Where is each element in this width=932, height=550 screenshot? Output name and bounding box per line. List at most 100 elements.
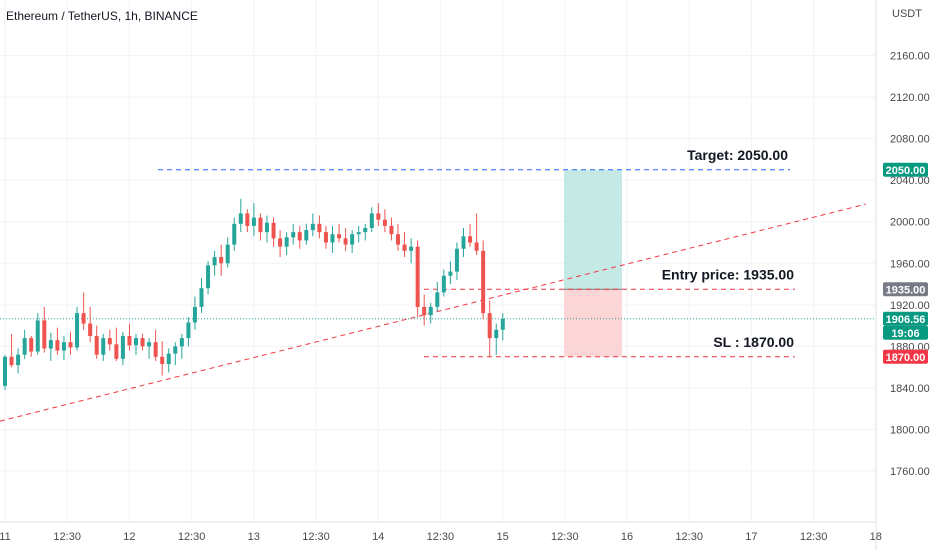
candle-body <box>278 238 283 247</box>
candle-body <box>75 313 80 348</box>
candle-body <box>382 219 387 226</box>
candle-body <box>199 288 204 307</box>
trendline <box>0 203 867 422</box>
countdown-badge: 19:06 <box>891 328 919 340</box>
candle-body <box>206 265 211 289</box>
candle-body <box>343 238 348 245</box>
time-axis[interactable]: 11 12:30 12 12:30 13 12:30 14 12:30 15 12:30 16 12:… <box>0 531 882 543</box>
y-tick-label: 1840.00 <box>890 383 930 395</box>
x-tick-label: 18 <box>870 531 882 543</box>
candle-body <box>258 217 263 233</box>
candle-body <box>147 342 152 347</box>
loss-zone <box>564 289 622 357</box>
x-tick-label: 12:30 <box>551 531 579 543</box>
candle-body <box>134 338 138 346</box>
x-tick-label: 12:30 <box>427 531 455 543</box>
candle-body <box>140 338 145 347</box>
candle-body <box>245 213 250 226</box>
candle-body <box>16 354 21 366</box>
y-tick-label: 2000.00 <box>890 217 930 229</box>
candle-body <box>363 227 368 233</box>
candle-body <box>376 213 381 220</box>
candle-body <box>350 234 355 245</box>
candle-body <box>166 353 171 365</box>
candle-body <box>192 306 197 323</box>
candle-body <box>468 236 473 243</box>
candle-body <box>35 320 40 352</box>
target-badge-bg <box>883 162 928 177</box>
currency-label[interactable]: USDT <box>892 8 922 20</box>
candle-body <box>219 257 224 264</box>
current-price-badge: 1906.56 <box>886 314 926 326</box>
x-tick-label: 12 <box>123 531 135 543</box>
candle-body <box>481 250 486 314</box>
x-tick-label: 12:30 <box>53 531 81 543</box>
annotations: Target: 2050.00 Entry price: 1935.00 SL : … <box>662 147 795 350</box>
candle-body <box>186 322 191 339</box>
candle-body <box>251 217 256 226</box>
y-tick-label: 2080.00 <box>890 134 930 146</box>
candle-body <box>107 338 112 345</box>
stop-annotation: SL : 1870.00 <box>713 334 794 350</box>
candle-body <box>3 356 7 386</box>
candle-body <box>114 344 119 359</box>
candle-body <box>173 346 178 354</box>
candle-body <box>396 234 400 245</box>
position-zones <box>564 169 622 357</box>
candle-body <box>55 340 60 351</box>
x-tick-label: 14 <box>372 531 384 543</box>
candle-body <box>317 223 322 233</box>
x-tick-label: 17 <box>745 531 757 543</box>
candle-body <box>461 236 466 249</box>
candle-body <box>232 223 237 245</box>
candle-body <box>291 232 296 238</box>
candle-body <box>409 246 414 251</box>
y-tick-label: 1800.00 <box>890 424 930 436</box>
candle-body <box>323 232 328 243</box>
candle-body <box>101 338 106 355</box>
candle-body <box>29 338 34 352</box>
candle-body <box>337 234 342 239</box>
profit-zone <box>564 169 622 290</box>
candle-body <box>22 338 27 355</box>
candle-body <box>68 342 73 348</box>
stop-badge: 1870.00 <box>886 352 926 364</box>
y-tick-label: 1760.00 <box>890 466 930 478</box>
symbol-title[interactable]: Ethereum / TetherUS, 1h, BINANCE <box>6 9 198 23</box>
candle-body <box>94 336 99 355</box>
x-tick-label: 12:30 <box>675 531 703 543</box>
candle-body <box>212 257 217 266</box>
candle-body <box>271 222 276 239</box>
candle-body <box>441 275 446 293</box>
candle-body <box>304 230 309 241</box>
x-tick-label: 15 <box>496 531 508 543</box>
candle-body <box>61 342 66 351</box>
candle-body <box>48 340 53 349</box>
candle-body <box>297 232 302 241</box>
countdown-badge-bg <box>883 325 928 340</box>
candle-body <box>422 306 427 316</box>
x-tick-label: 12:30 <box>302 531 330 543</box>
candle-body <box>428 306 433 316</box>
candle-body <box>389 225 394 235</box>
price-badges: 2050.00 1935.00 1906.56 19:06 1870.00 <box>883 162 928 364</box>
x-tick-label: 13 <box>248 531 260 543</box>
candle-body <box>88 323 93 336</box>
target-annotation: Target: 2050.00 <box>687 147 788 163</box>
entry-annotation: Entry price: 1935.00 <box>662 266 795 282</box>
candle-body <box>179 338 184 347</box>
candle-body <box>356 232 361 235</box>
candle-body <box>9 356 14 366</box>
level-lines <box>0 169 876 422</box>
candle-body <box>500 318 505 330</box>
candle-body <box>153 342 158 357</box>
y-tick-label: 2120.00 <box>890 92 930 104</box>
y-tick-label: 1960.00 <box>890 258 930 270</box>
candle-body <box>160 356 165 365</box>
candle-body <box>120 336 125 359</box>
current-price-badge-bg <box>883 311 928 326</box>
candle-body <box>127 336 132 346</box>
candle-body <box>487 313 492 339</box>
